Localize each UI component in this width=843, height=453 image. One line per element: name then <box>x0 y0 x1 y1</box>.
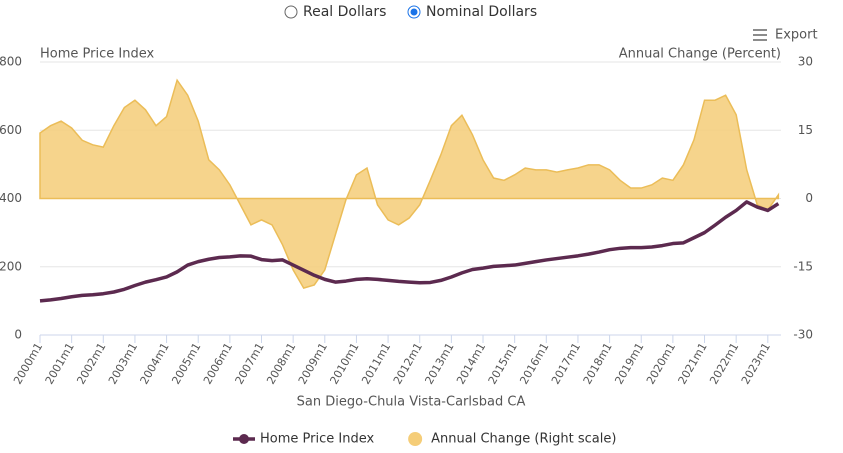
x-tick-label: 2013m1 <box>422 341 456 387</box>
x-tick-label: 2007m1 <box>233 341 267 387</box>
legend-item[interactable]: Annual Change (Right scale) <box>408 432 616 447</box>
y2-axis-title: Annual Change (Percent) <box>619 47 781 62</box>
legend-label: Home Price Index <box>260 432 374 447</box>
y-tick-label: 400 <box>0 191 22 205</box>
y-axis-title: Home Price Index <box>40 47 154 62</box>
radio-label[interactable]: Nominal Dollars <box>426 4 537 20</box>
x-tick-label: 2009m1 <box>296 341 330 387</box>
y2-tick-label: -15 <box>793 259 813 273</box>
legend-item[interactable]: Home Price Index <box>233 432 374 447</box>
radio-real[interactable] <box>284 5 298 19</box>
x-tick-label: 2018m1 <box>581 341 615 387</box>
x-tick-label: 2022m1 <box>707 341 741 387</box>
x-tick-label: 2021m1 <box>676 341 710 387</box>
menu-icon[interactable] <box>753 29 767 41</box>
radio-label[interactable]: Real Dollars <box>303 4 386 20</box>
export-label[interactable]: Export <box>775 28 818 43</box>
legend-marker <box>408 432 423 446</box>
x-tick-label: 2015m1 <box>486 341 520 387</box>
x-tick-label: 2003m1 <box>106 341 140 387</box>
x-tick-label: 2012m1 <box>391 341 425 387</box>
y-tick-label: 800 <box>0 55 22 69</box>
x-tick-label: 2020m1 <box>644 341 678 387</box>
x-tick-label: 2023m1 <box>739 341 773 387</box>
x-tick-label: 2002m1 <box>74 341 108 387</box>
x-tick-label: 2017m1 <box>549 341 583 387</box>
x-tick-label: 2000m1 <box>11 341 45 387</box>
y2-tick-label: 30 <box>798 55 813 69</box>
y2-tick-label: -30 <box>793 328 813 342</box>
x-tick-label: 2019m1 <box>612 341 646 387</box>
y2-tick-label: 0 <box>805 191 813 205</box>
x-tick-label: 2004m1 <box>138 341 172 387</box>
x-tick-label: 2001m1 <box>43 341 77 387</box>
x-tick-label: 2011m1 <box>359 341 393 387</box>
x-tick-label: 2006m1 <box>201 341 235 387</box>
x-tick-label: 2005m1 <box>169 341 203 387</box>
y-tick-label: 600 <box>0 123 22 137</box>
export-button[interactable]: Export <box>753 28 818 43</box>
plot <box>39 78 780 303</box>
y-tick-label: 200 <box>0 259 22 273</box>
legend-marker <box>239 434 249 444</box>
x-tick-label: 2014m1 <box>454 341 488 387</box>
legend-label: Annual Change (Right scale) <box>431 432 616 447</box>
radio-dot[interactable] <box>410 8 418 16</box>
x-axis-title: San Diego-Chula Vista-Carlsbad CA <box>297 395 526 410</box>
x-tick-label: 2016m1 <box>517 341 551 387</box>
y-tick-label: 0 <box>14 328 22 342</box>
y2-tick-label: 15 <box>798 123 813 137</box>
x-tick-label: 2010m1 <box>328 341 362 387</box>
area <box>39 78 780 290</box>
toggle-group: Real Dollars Nominal Dollars <box>284 4 537 20</box>
x-tick-label: 2008m1 <box>264 341 298 387</box>
line <box>39 200 780 303</box>
